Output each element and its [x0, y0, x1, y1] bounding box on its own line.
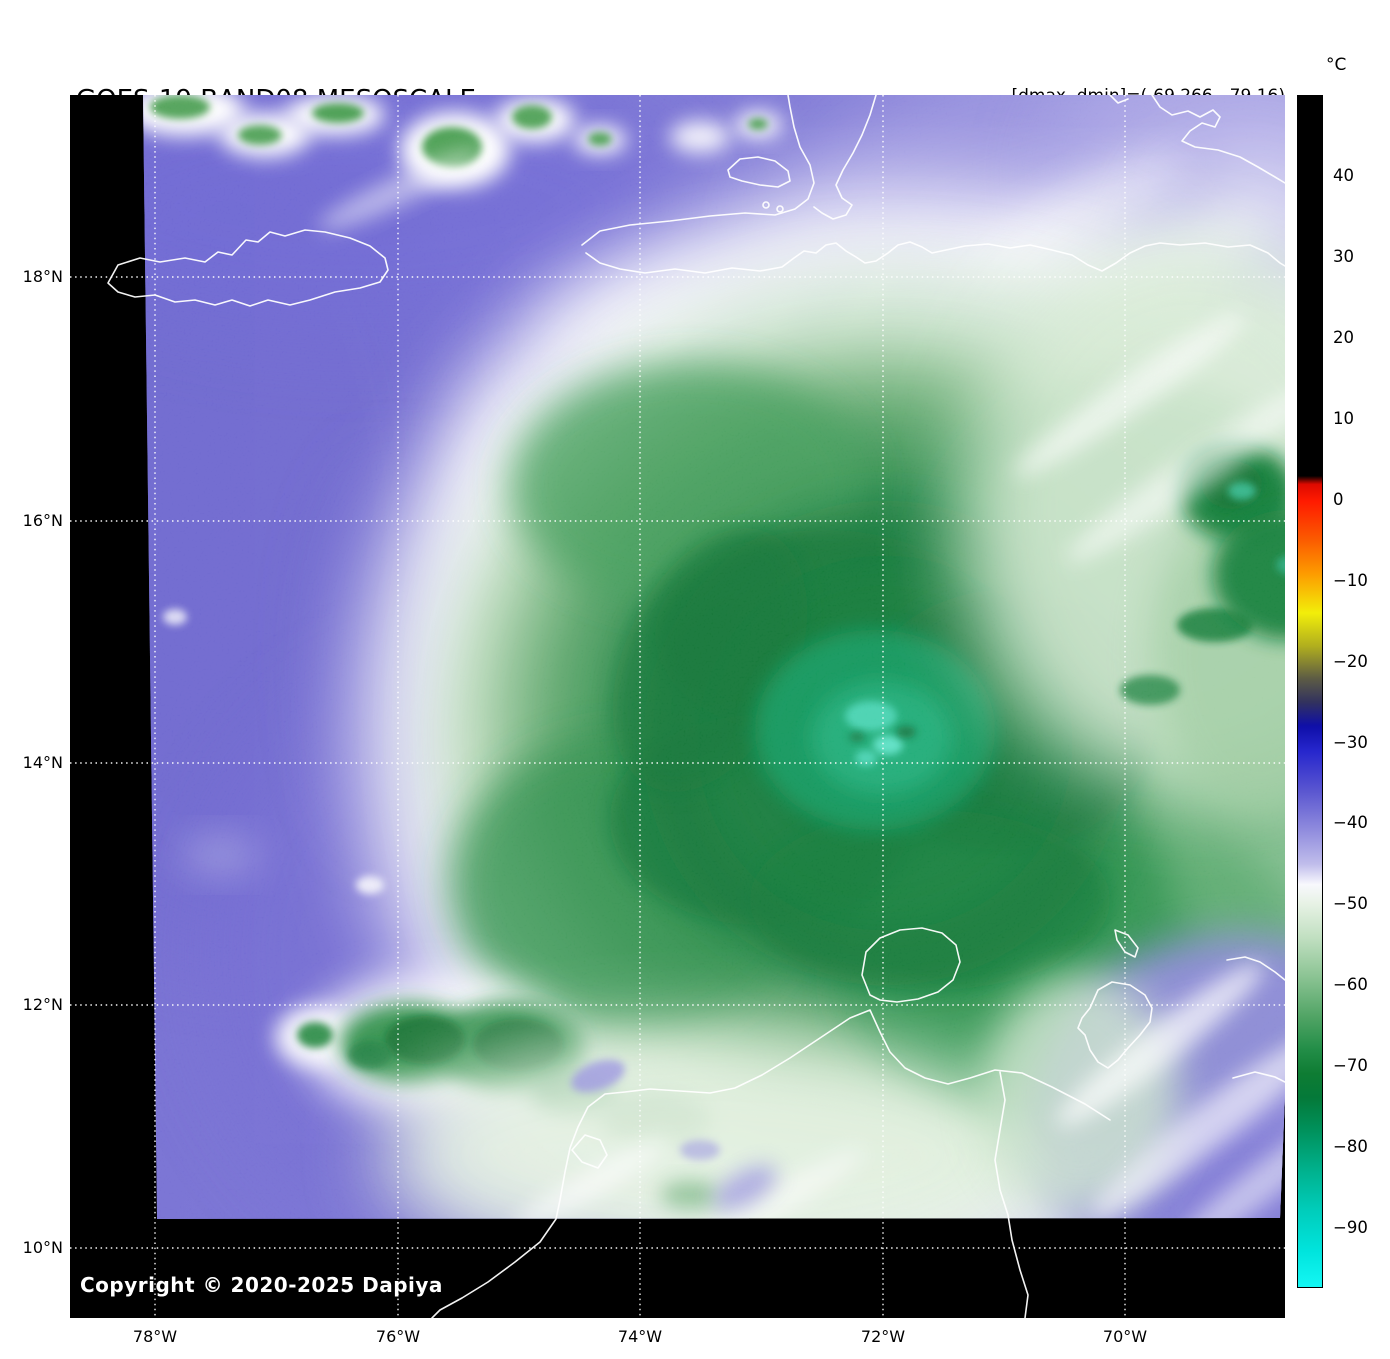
lat-label-10n: 10°N	[22, 1238, 63, 1257]
maracaibo-shore-coastline	[994, 1071, 1029, 1318]
coastlines	[107, 95, 1285, 1318]
colorbar-tick-label: 10	[1333, 409, 1354, 428]
islet	[776, 205, 784, 213]
paraguana-peninsula-coastline	[1077, 981, 1153, 1069]
guajira-peninsula-coastline	[861, 927, 961, 1003]
colorbar-tick-label: −60	[1333, 975, 1368, 994]
graticule	[70, 95, 1285, 1318]
venezuela-coast-southeast	[1232, 1071, 1285, 1083]
dominican-north-coastline	[1151, 95, 1285, 184]
copyright-watermark: Copyright © 2020-2025 Dapiya	[80, 1273, 443, 1297]
lon-label-78w: 78°W	[132, 1327, 178, 1346]
water-vapor-field	[143, 95, 1285, 1219]
islet	[762, 201, 770, 209]
satellite-map: Copyright © 2020-2025 Dapiya	[70, 95, 1285, 1318]
colorbar-tick-label: 0	[1333, 490, 1344, 509]
colorbar-gradient	[1297, 95, 1323, 1288]
colorbar-tick-label: −50	[1333, 894, 1368, 913]
gonave-island-coastline	[727, 156, 791, 188]
lon-label-72w: 72°W	[860, 1327, 906, 1346]
lat-label-18n: 18°N	[22, 267, 63, 286]
lon-label-76w: 76°W	[375, 1327, 421, 1346]
haiti-claw-coastline	[813, 95, 877, 220]
venezuela-coast-east	[1226, 956, 1285, 981]
satellite-imagery	[70, 95, 1285, 1318]
cienaga-loop-coastline	[571, 1134, 608, 1169]
colorbar-tick-label: −20	[1333, 652, 1368, 671]
haiti-north-coastline	[581, 95, 815, 246]
colorbar-unit-label: °C	[1326, 55, 1347, 75]
colorbar-tick-label: −80	[1333, 1137, 1368, 1156]
jamaica-coastline	[107, 229, 389, 307]
colorbar-tick-label: −70	[1333, 1056, 1368, 1075]
hispaniola-south-coastline	[585, 241, 1285, 274]
colorbar-tick-label: −30	[1333, 733, 1368, 752]
lat-label-14n: 14°N	[22, 753, 63, 772]
colorbar-tick-label: 40	[1333, 166, 1354, 185]
colorbar-tick-label: −90	[1333, 1218, 1368, 1237]
colorbar-tick-label: −40	[1333, 813, 1368, 832]
colorbar-tick-label: 20	[1333, 328, 1354, 347]
image-noise-texture	[143, 95, 1285, 1219]
south-america-coastline	[431, 1009, 1111, 1318]
lon-label-74w: 74°W	[617, 1327, 663, 1346]
aruba-island-coastline	[1114, 929, 1139, 958]
lon-label-70w: 70°W	[1102, 1327, 1148, 1346]
colorbar-tick-label: 30	[1333, 247, 1354, 266]
lat-label-16n: 16°N	[22, 511, 63, 530]
colorbar-tick-label: −10	[1333, 571, 1368, 590]
lat-label-12n: 12°N	[22, 995, 63, 1014]
